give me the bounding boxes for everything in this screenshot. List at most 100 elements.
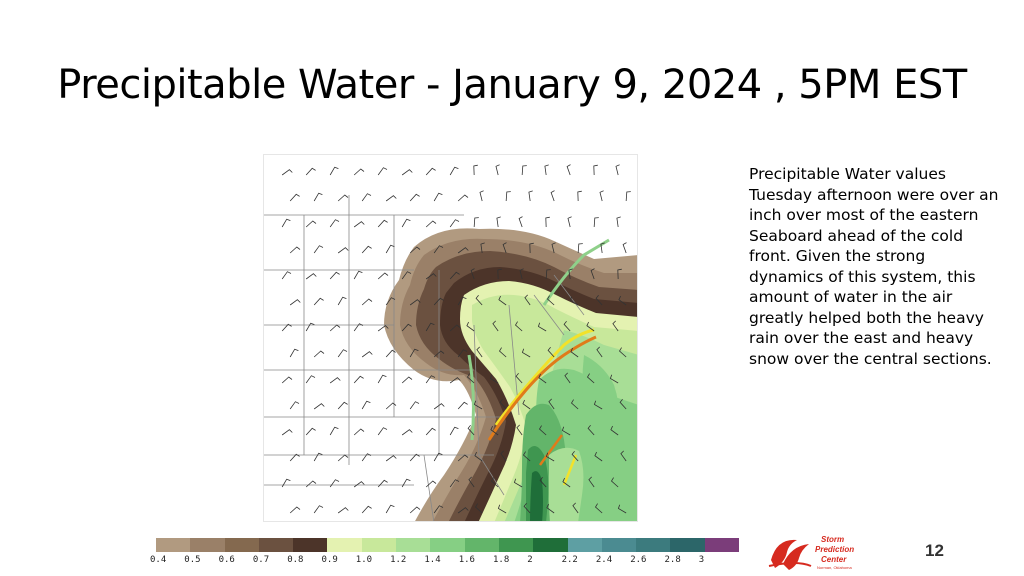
wind-barb-icon — [563, 320, 571, 332]
wind-barb-icon — [425, 322, 435, 332]
colorbar-label: 2.8 — [664, 555, 681, 565]
wind-barb-icon — [457, 349, 468, 358]
wind-barb-icon — [337, 454, 349, 462]
wind-barb-icon — [425, 273, 437, 280]
wind-barb-icon — [620, 450, 627, 462]
wind-barb-icon — [522, 399, 531, 410]
wind-barb-icon — [281, 218, 291, 228]
colorbar-label: 0.6 — [218, 555, 235, 565]
wind-barb-icon — [337, 349, 348, 358]
colorbar-segment — [224, 538, 259, 552]
colorbar-segment — [464, 538, 499, 552]
wind-barb-icon — [329, 377, 341, 384]
wind-barb-icon — [433, 297, 444, 306]
wind-barb-icon — [401, 429, 413, 436]
wind-barb-icon — [401, 376, 413, 384]
wind-barb-icon — [622, 242, 627, 254]
wind-barb-icon — [551, 242, 556, 254]
colorbar-segment — [156, 538, 191, 552]
wind-barb-icon — [599, 190, 604, 202]
wind-barb-icon — [515, 372, 523, 384]
colorbar-segment — [293, 538, 328, 552]
svg-text:Storm: Storm — [821, 535, 844, 544]
wind-barb-icon — [409, 246, 421, 254]
wind-barb-icon — [473, 217, 479, 228]
colorbar-segment — [258, 538, 294, 552]
wind-barb-icon — [595, 294, 603, 306]
wind-barb-icon — [361, 453, 372, 462]
wind-barb-icon — [466, 321, 475, 332]
pw-band-green-2 — [530, 471, 543, 521]
wind-barb-icon — [409, 193, 420, 202]
state-boundary-lines — [264, 195, 585, 521]
colorbar-label: 1.4 — [424, 555, 441, 565]
wind-barb-icon — [385, 244, 395, 254]
wind-barb-icon — [528, 190, 533, 202]
wind-barb-icon — [329, 271, 340, 280]
wind-barb-icon — [545, 269, 551, 280]
wind-barb-icon — [474, 503, 483, 514]
wind-barb-icon — [610, 477, 619, 488]
wind-barb-icon — [385, 455, 397, 462]
wind-barb-icon — [538, 373, 547, 384]
wind-barb-icon — [562, 477, 571, 488]
wind-barb-icon — [449, 219, 460, 228]
front-green-boundary — [467, 238, 610, 441]
wind-barb-icon — [497, 268, 502, 280]
wind-barb-icon — [564, 372, 571, 384]
wind-barb-icon — [610, 425, 619, 436]
wind-barb-icon — [401, 478, 411, 488]
wind-barb-icon — [615, 164, 620, 176]
map-svg — [264, 155, 637, 521]
slide-title: Precipitable Water - January 9, 2024 , 5… — [57, 62, 967, 108]
wind-barb-icon — [281, 169, 293, 176]
wind-barb-icon — [305, 220, 317, 228]
wind-barb-icon — [457, 296, 467, 306]
colorbar-label: 2.6 — [630, 555, 647, 565]
wind-barb-icon — [329, 166, 339, 176]
wind-barb-icon — [385, 195, 397, 202]
wind-barb-icon — [457, 194, 469, 202]
wind-barb-icon — [353, 428, 365, 436]
wind-barb-icon — [618, 347, 627, 358]
wind-barb-icon — [361, 351, 373, 358]
colorbar-label: 2.2 — [561, 555, 578, 565]
wind-barb-icon — [505, 191, 511, 202]
wind-barb-icon — [425, 375, 436, 384]
wind-barb-icon — [353, 221, 365, 228]
wind-barb-icon — [337, 401, 348, 410]
colorbar-label: 1.8 — [493, 555, 510, 565]
wind-barb-icon — [409, 348, 419, 358]
wind-barb-icon — [313, 505, 324, 514]
wind-barb-icon — [289, 193, 300, 202]
wind-barb-icon — [449, 166, 459, 176]
colorbar-label: 1.2 — [390, 555, 407, 565]
wind-barb-icon — [361, 505, 372, 514]
wind-barb-icon — [547, 346, 555, 358]
wind-barb-icon — [305, 167, 316, 176]
front-yellow-line — [494, 328, 595, 426]
wind-barb-icon — [497, 504, 507, 514]
wind-barb-icon — [476, 346, 483, 358]
wind-barb-icon — [457, 247, 469, 254]
colorbar-label: 2 — [527, 555, 533, 565]
wind-barb-icon — [470, 268, 475, 280]
wind-barb-icon — [377, 167, 388, 176]
colorbar-segment — [567, 538, 602, 552]
wind-barb-icon — [513, 478, 523, 488]
wind-barb-icon — [449, 377, 461, 384]
wind-barb-icon — [281, 478, 291, 488]
svg-text:Norman, Oklahoma: Norman, Oklahoma — [817, 565, 852, 570]
wind-barb-icon — [449, 271, 460, 280]
wind-barb-icon — [385, 297, 396, 306]
wind-barb-icon — [281, 429, 293, 436]
wind-barb-icon — [500, 450, 507, 462]
wind-barb-icon — [548, 398, 555, 410]
wind-barb-icon — [561, 426, 571, 436]
wind-barb-icon — [337, 194, 349, 202]
wind-barb-icon — [353, 375, 364, 384]
wind-barb-icon — [409, 299, 421, 306]
wind-barb-icon — [516, 424, 523, 436]
wind-barb-icon — [289, 299, 301, 306]
colorbar-segment — [498, 538, 534, 552]
